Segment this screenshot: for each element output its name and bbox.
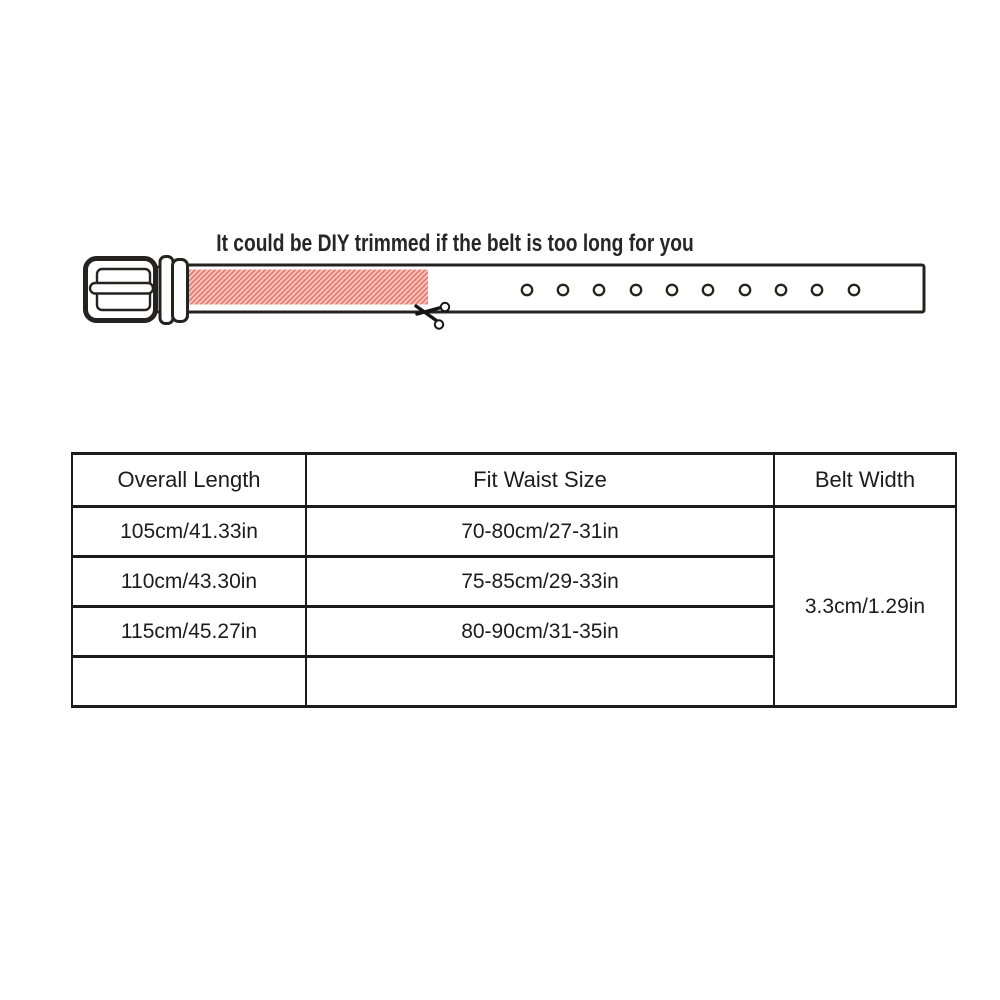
buckle-prong	[88, 281, 155, 295]
table-row-empty	[71, 655, 956, 708]
belt-hole	[556, 283, 570, 297]
fit-waist-size-value	[305, 655, 775, 708]
overall-length-value: 110cm/43.30in	[71, 555, 307, 608]
belt-hole	[847, 283, 861, 297]
fit-waist-size-value: 70-80cm/27-31in	[305, 505, 775, 558]
belt-hole	[738, 283, 752, 297]
fit-waist-size-value: 75-85cm/29-33in	[305, 555, 775, 608]
belt-holes	[520, 283, 861, 297]
size-table: Overall Length Fit Waist Size Belt Width…	[71, 452, 957, 708]
fit-waist-size-value: 80-90cm/31-35in	[305, 605, 775, 658]
diy-trim-caption: It could be DIY trimmed if the belt is t…	[216, 230, 694, 257]
overall-length-value: 105cm/41.33in	[71, 505, 307, 558]
col-header-fit-waist-size: Fit Waist Size	[305, 452, 775, 508]
overall-length-value: 115cm/45.27in	[71, 605, 307, 658]
scissors-icon	[414, 301, 451, 330]
belt-hole	[665, 283, 679, 297]
belt-keeper	[171, 258, 189, 323]
belt-buckle	[83, 255, 189, 325]
overall-length-value	[71, 655, 307, 708]
size-table-header-row: Overall Length Fit Waist Size Belt Width	[71, 452, 957, 508]
col-header-belt-width: Belt Width	[773, 452, 957, 508]
table-row: 115cm/45.27in 80-90cm/31-35in	[71, 605, 956, 658]
col-header-overall-length: Overall Length	[71, 452, 307, 508]
belt-hole	[520, 283, 534, 297]
belt-illustration	[83, 255, 926, 330]
belt-hole	[774, 283, 788, 297]
belt-hole	[592, 283, 606, 297]
belt-width-value: 3.3cm/1.29in	[773, 505, 957, 708]
belt-hole	[629, 283, 643, 297]
table-row: 110cm/43.30in 75-85cm/29-33in	[71, 555, 956, 608]
belt-hole	[810, 283, 824, 297]
table-row: 105cm/41.33in 70-80cm/27-31in 3.3cm/1.29…	[71, 505, 957, 708]
belt-hole	[701, 283, 715, 297]
trim-area	[186, 269, 428, 305]
